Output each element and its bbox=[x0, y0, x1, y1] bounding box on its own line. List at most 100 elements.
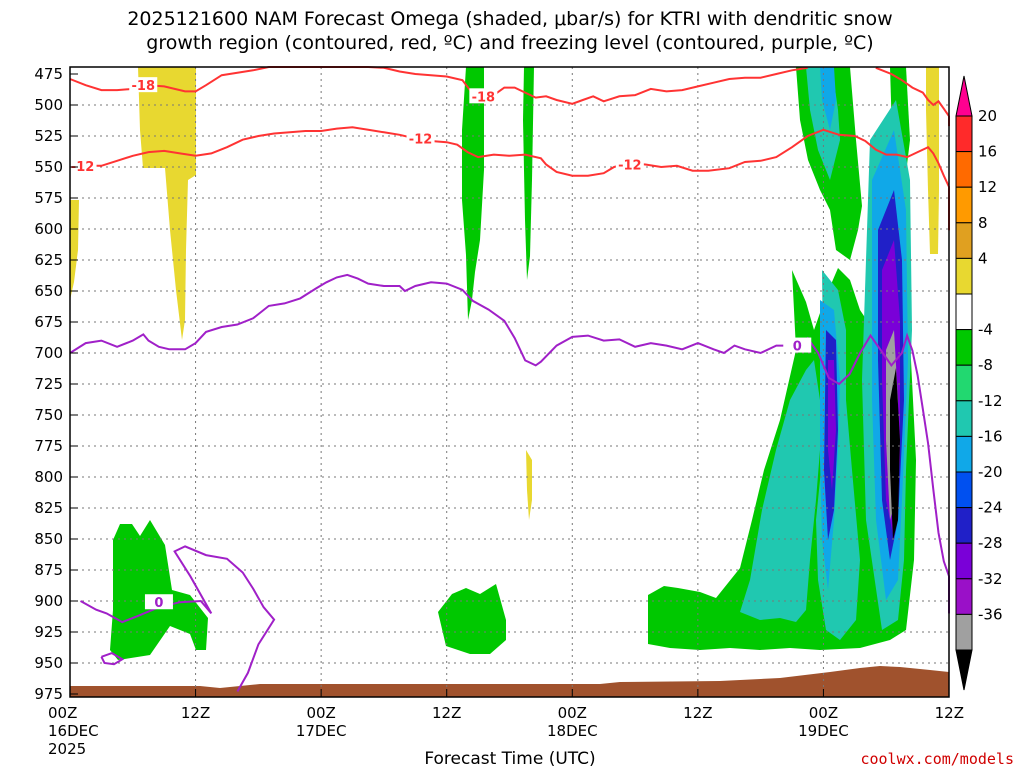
y-tick-label: 475 bbox=[34, 65, 63, 83]
omega-negative-region bbox=[110, 520, 208, 660]
x-tick-label: 00Z bbox=[809, 704, 838, 722]
colorbar: 20 16 12 8 4 -4 -8 -12 -16 -20 -24 -28 -32 -36 bbox=[955, 75, 1003, 691]
contour-freezing_level_main bbox=[69, 273, 950, 614]
contour-label-bg bbox=[144, 594, 173, 610]
contour-label: -12 bbox=[409, 132, 433, 147]
colorbar-label: -8 bbox=[978, 356, 993, 374]
omega-positive-region bbox=[526, 450, 532, 520]
colorbar-segment bbox=[955, 578, 973, 615]
omega-negative-region bbox=[740, 360, 820, 622]
y-tick-label: 900 bbox=[34, 592, 63, 610]
y-tick-label: 975 bbox=[34, 685, 63, 703]
omega-negative-region bbox=[890, 368, 900, 540]
colorbar-label: -16 bbox=[978, 427, 1003, 445]
omega-negative-region bbox=[523, 67, 534, 280]
contour-freezing_level_low bbox=[80, 545, 276, 692]
x-tick-date: 18DEC bbox=[547, 722, 598, 740]
y-tick-label: 725 bbox=[34, 375, 63, 393]
x-tick-label: 12Z bbox=[181, 704, 210, 722]
colorbar-segment bbox=[955, 613, 973, 651]
credit-text: coolwx.com/models bbox=[860, 750, 1014, 768]
y-tick-label: 575 bbox=[34, 189, 63, 207]
y-tick-label: 650 bbox=[34, 282, 63, 300]
contour-label-bg bbox=[615, 156, 644, 172]
colorbar-label: -20 bbox=[978, 463, 1003, 481]
y-tick-label: 700 bbox=[34, 344, 63, 362]
colorbar-label: 4 bbox=[978, 249, 988, 267]
y-tick-label: 825 bbox=[34, 499, 63, 517]
colorbar-segment bbox=[955, 186, 973, 224]
chart-title-line2: growth region (contoured, red, ºC) and f… bbox=[146, 32, 873, 54]
colorbar-segment bbox=[955, 400, 973, 437]
colorbar-label: -4 bbox=[978, 321, 993, 339]
contour-label-bg bbox=[68, 157, 97, 173]
colorbar-segment bbox=[955, 507, 973, 544]
contour-label-bg bbox=[129, 77, 158, 93]
x-tick-label: 12Z bbox=[935, 704, 964, 722]
contour-label-bg bbox=[406, 130, 435, 146]
grid-lines bbox=[70, 67, 949, 697]
colorbar-label: 8 bbox=[978, 214, 988, 232]
x-tick-year: 2025 bbox=[48, 740, 86, 758]
chart-title-line1: 2025121600 NAM Forecast Omega (shaded, μ… bbox=[127, 8, 892, 30]
colorbar-segment bbox=[955, 542, 973, 580]
y-tick-label: 925 bbox=[34, 623, 63, 641]
x-tick-date: 16DEC bbox=[48, 722, 99, 740]
omega-shading bbox=[70, 67, 939, 660]
x-tick-label: 12Z bbox=[432, 704, 461, 722]
x-tick-label: 00Z bbox=[48, 704, 77, 722]
contour-dendritic_minus18 bbox=[69, 66, 808, 105]
omega-negative-region bbox=[828, 360, 836, 490]
colorbar-label: -24 bbox=[978, 499, 1003, 517]
colorbar-bottom-arrow bbox=[955, 649, 973, 691]
x-axis-title: Forecast Time (UTC) bbox=[424, 749, 595, 768]
x-tick-label: 12Z bbox=[683, 704, 712, 722]
colorbar-segment bbox=[955, 293, 973, 331]
colorbar-segment bbox=[955, 151, 973, 188]
colorbar-segment bbox=[955, 471, 973, 509]
colorbar-segment bbox=[955, 329, 973, 366]
colorbar-segment bbox=[955, 115, 973, 153]
colorbar-label: -32 bbox=[978, 570, 1003, 588]
contour-freezing_level_blob bbox=[100, 652, 125, 666]
y-axis: 475 500 525 550 575 600 625 650 675 700 725 750 775 8… bbox=[34, 65, 78, 703]
omega-negative-region bbox=[462, 67, 484, 320]
contour-label-bg bbox=[783, 337, 812, 353]
colorbar-label: 12 bbox=[978, 178, 997, 196]
y-tick-label: 875 bbox=[34, 561, 63, 579]
colorbar-segment bbox=[955, 222, 973, 259]
y-tick-label: 550 bbox=[34, 158, 63, 176]
y-tick-label: 800 bbox=[34, 468, 63, 486]
x-tick-date: 17DEC bbox=[296, 722, 347, 740]
contour-label: 0 bbox=[793, 340, 802, 355]
contour-label: 0 bbox=[154, 596, 163, 611]
y-tick-label: 625 bbox=[34, 251, 63, 269]
y-tick-label: 675 bbox=[34, 313, 63, 331]
x-tick-date: 19DEC bbox=[798, 722, 849, 740]
contour-label: -18 bbox=[472, 90, 496, 105]
omega-positive-region bbox=[70, 200, 79, 300]
colorbar-segment bbox=[955, 435, 973, 473]
y-tick-label: 950 bbox=[34, 654, 63, 672]
y-tick-label: 500 bbox=[34, 96, 63, 114]
y-tick-label: 850 bbox=[34, 530, 63, 548]
colorbar-top-arrow bbox=[955, 75, 973, 117]
colorbar-label: 16 bbox=[978, 143, 997, 161]
contour-dendritic_minus12 bbox=[69, 126, 950, 231]
colorbar-segment bbox=[955, 364, 973, 402]
omega-positive-region bbox=[138, 67, 196, 340]
omega-negative-region bbox=[820, 67, 836, 130]
contour-label: -12 bbox=[618, 159, 642, 174]
terrain-fill bbox=[70, 666, 949, 697]
colorbar-segment bbox=[955, 257, 973, 295]
colorbar-label: -12 bbox=[978, 392, 1003, 410]
colorbar-label: -36 bbox=[978, 605, 1003, 623]
y-tick-label: 525 bbox=[34, 127, 63, 145]
contour-lines: -18 -12 0 0 -18 -12 -12 bbox=[68, 66, 950, 692]
contour-label: -12 bbox=[71, 160, 95, 175]
y-tick-label: 750 bbox=[34, 406, 63, 424]
colorbar-label: -28 bbox=[978, 534, 1003, 552]
omega-positive-region bbox=[926, 67, 939, 254]
